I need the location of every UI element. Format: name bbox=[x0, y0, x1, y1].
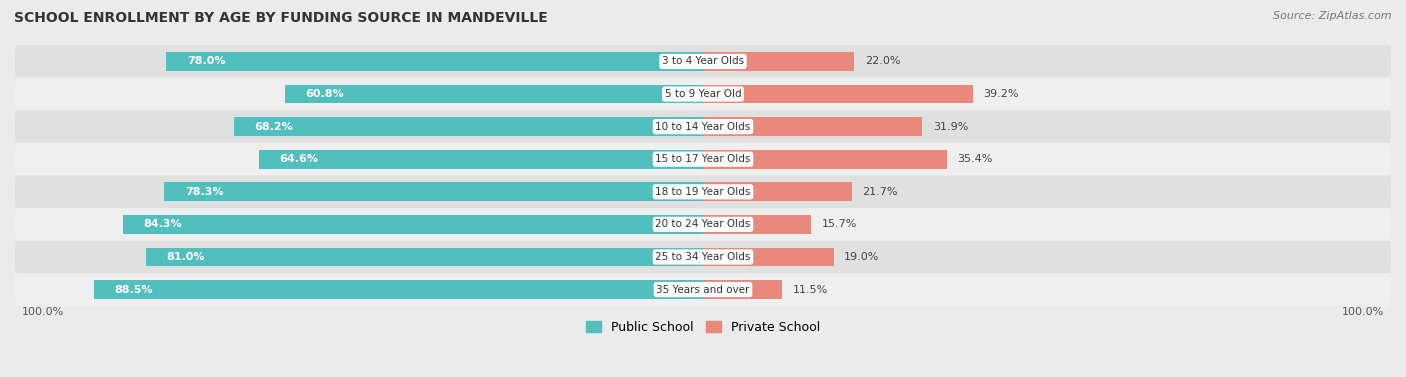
Bar bbox=[703, 215, 811, 234]
FancyBboxPatch shape bbox=[15, 143, 1391, 176]
Bar bbox=[703, 84, 973, 104]
FancyBboxPatch shape bbox=[15, 273, 1391, 306]
Bar bbox=[284, 84, 703, 104]
Text: Source: ZipAtlas.com: Source: ZipAtlas.com bbox=[1274, 11, 1392, 21]
Bar bbox=[703, 117, 922, 136]
Text: 64.6%: 64.6% bbox=[280, 154, 318, 164]
Text: 60.8%: 60.8% bbox=[305, 89, 344, 99]
Text: 39.2%: 39.2% bbox=[983, 89, 1018, 99]
FancyBboxPatch shape bbox=[15, 241, 1391, 273]
Bar bbox=[703, 182, 852, 201]
Text: 20 to 24 Year Olds: 20 to 24 Year Olds bbox=[655, 219, 751, 229]
Text: 25 to 34 Year Olds: 25 to 34 Year Olds bbox=[655, 252, 751, 262]
FancyBboxPatch shape bbox=[15, 110, 1391, 143]
FancyBboxPatch shape bbox=[15, 208, 1391, 241]
Text: 22.0%: 22.0% bbox=[865, 57, 900, 66]
Text: SCHOOL ENROLLMENT BY AGE BY FUNDING SOURCE IN MANDEVILLE: SCHOOL ENROLLMENT BY AGE BY FUNDING SOUR… bbox=[14, 11, 548, 25]
Text: 11.5%: 11.5% bbox=[793, 285, 828, 294]
Text: 78.3%: 78.3% bbox=[186, 187, 224, 197]
Text: 35 Years and over: 35 Years and over bbox=[657, 285, 749, 294]
Text: 88.5%: 88.5% bbox=[115, 285, 153, 294]
Bar bbox=[703, 150, 946, 169]
Text: 100.0%: 100.0% bbox=[1341, 308, 1384, 317]
Text: 10 to 14 Year Olds: 10 to 14 Year Olds bbox=[655, 122, 751, 132]
FancyBboxPatch shape bbox=[15, 78, 1391, 110]
Text: 5 to 9 Year Old: 5 to 9 Year Old bbox=[665, 89, 741, 99]
Text: 15.7%: 15.7% bbox=[821, 219, 856, 229]
Text: 100.0%: 100.0% bbox=[22, 308, 65, 317]
Text: 18 to 19 Year Olds: 18 to 19 Year Olds bbox=[655, 187, 751, 197]
Text: 35.4%: 35.4% bbox=[957, 154, 993, 164]
Text: 3 to 4 Year Olds: 3 to 4 Year Olds bbox=[662, 57, 744, 66]
Bar bbox=[122, 215, 703, 234]
Bar bbox=[703, 280, 782, 299]
FancyBboxPatch shape bbox=[15, 176, 1391, 208]
Text: 78.0%: 78.0% bbox=[187, 57, 225, 66]
Text: 21.7%: 21.7% bbox=[863, 187, 898, 197]
Bar bbox=[146, 248, 703, 267]
Bar bbox=[233, 117, 703, 136]
Text: 15 to 17 Year Olds: 15 to 17 Year Olds bbox=[655, 154, 751, 164]
Bar bbox=[703, 248, 834, 267]
Text: 68.2%: 68.2% bbox=[254, 122, 294, 132]
Legend: Public School, Private School: Public School, Private School bbox=[581, 316, 825, 339]
Text: 81.0%: 81.0% bbox=[166, 252, 205, 262]
Bar bbox=[165, 182, 703, 201]
Bar bbox=[94, 280, 703, 299]
FancyBboxPatch shape bbox=[15, 45, 1391, 78]
Bar bbox=[259, 150, 703, 169]
Text: 31.9%: 31.9% bbox=[932, 122, 969, 132]
Text: 84.3%: 84.3% bbox=[143, 219, 183, 229]
Bar bbox=[166, 52, 703, 71]
Bar bbox=[703, 52, 855, 71]
Text: 19.0%: 19.0% bbox=[844, 252, 879, 262]
